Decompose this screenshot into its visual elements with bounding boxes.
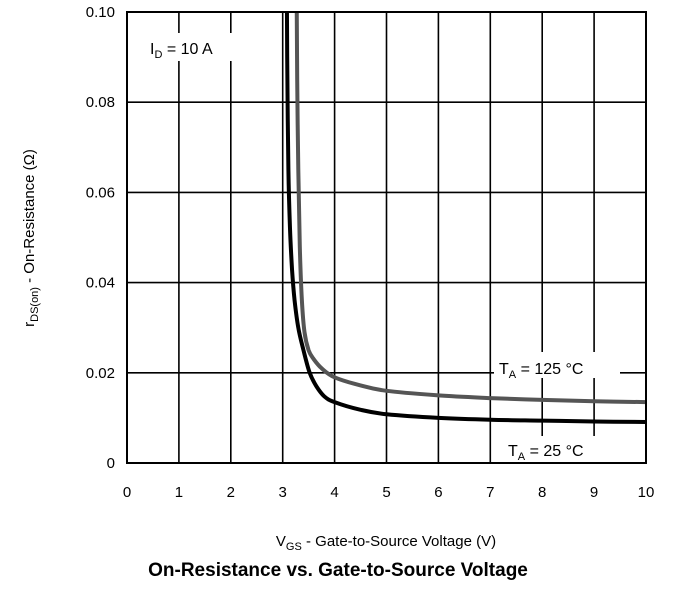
label-125-sub: A (509, 369, 517, 381)
x-tick-label: 6 (434, 484, 442, 501)
series-label-125: TA = 125 °C (494, 352, 620, 381)
label-25-sub: A (518, 451, 526, 463)
x-tick-label: 1 (175, 484, 183, 501)
chart-title: On-Resistance vs. Gate-to-Source Voltage (148, 560, 528, 581)
label-125-rest: = 125 °C (516, 361, 583, 378)
annotation-sub: D (154, 49, 162, 61)
series-line-25c (284, 12, 646, 424)
y-axis-label-rest: - On-Resistance (Ω) (21, 149, 38, 287)
series-label-25: TA = 25 °C (503, 436, 615, 463)
y-tick-label: 0.08 (86, 94, 115, 111)
x-tick-label: 5 (382, 484, 390, 501)
label-25-rest: = 25 °C (525, 443, 583, 460)
x-tick-label: 2 (227, 484, 235, 501)
x-tick-label: 9 (590, 484, 598, 501)
y-tick-label: 0.06 (86, 184, 115, 201)
svg-text:TA = 25 °C: TA = 25 °C (508, 443, 584, 463)
y-tick-label: 0 (107, 455, 115, 472)
annotation-rest: = 10 A (162, 41, 213, 58)
series-line-125c (294, 12, 646, 405)
label-25-main: T (508, 443, 518, 460)
annotation-id: ID = 10 A (141, 33, 237, 61)
x-tick-label: 4 (330, 484, 338, 501)
y-tick-label: 0.04 (86, 275, 115, 292)
x-tick-label: 8 (538, 484, 546, 501)
x-tick-label: 10 (638, 484, 655, 501)
y-tick-label: 0.02 (86, 365, 115, 382)
annotation-main: I (150, 41, 154, 58)
y-axis-label-sub: DS(on) (29, 287, 41, 322)
x-axis-label-main: V (276, 533, 286, 550)
x-tick-label: 3 (279, 484, 287, 501)
series-curves (284, 12, 646, 424)
x-tick-label: 0 (123, 484, 131, 501)
y-tick-label: 0.10 (86, 4, 115, 21)
y-axis-label-main: r (21, 322, 38, 327)
label-125-main: T (499, 361, 509, 378)
grid-lines (127, 12, 646, 463)
svg-text:ID = 10 A: ID = 10 A (150, 41, 213, 61)
x-axis-label-rest: - Gate-to-Source Voltage (V) (302, 533, 496, 550)
x-tick-label: 7 (486, 484, 494, 501)
x-axis-label-sub: GS (286, 541, 302, 553)
svg-text:TA = 125 °C: TA = 125 °C (499, 361, 583, 381)
x-axis-label: VGS - Gate-to-Source Voltage (V) (276, 533, 496, 553)
y-axis-label: rDS(on) - On-Resistance (Ω) (21, 149, 41, 327)
plot-frame (126, 11, 647, 464)
tick-labels: 0 1 2 3 4 5 6 7 8 9 10 0 0.02 0.04 0.06 0.08 0.10 (86, 4, 655, 501)
